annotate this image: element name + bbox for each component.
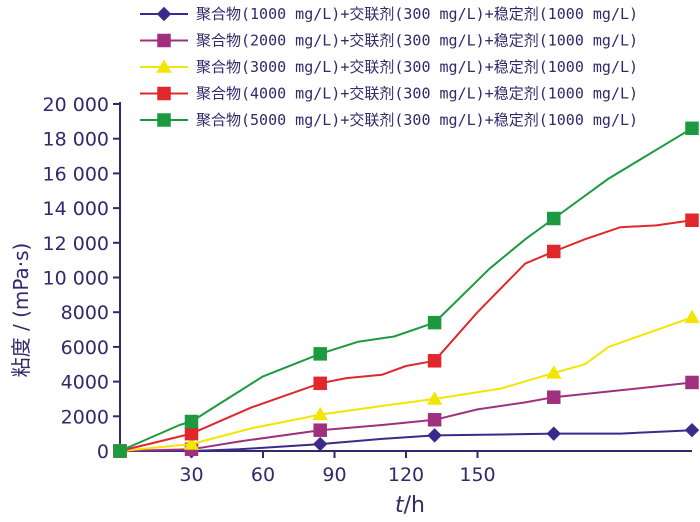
y-tick-label: 8000 xyxy=(61,302,109,324)
legend-label: 聚合物(1000 mg/L)+交联剂(300 mg/L)+稳定剂(1000 mg… xyxy=(196,5,638,23)
data-point xyxy=(156,6,172,22)
x-tick-label: 90 xyxy=(322,464,346,486)
data-point xyxy=(427,428,442,443)
y-tick-label: 10 000 xyxy=(43,268,109,290)
legend-label: 聚合物(4000 mg/L)+交联剂(300 mg/L)+稳定剂(1000 mg… xyxy=(196,85,638,103)
legend-item-4: 聚合物(4000 mg/L)+交联剂(300 mg/L)+稳定剂(1000 mg… xyxy=(140,85,638,103)
series-line xyxy=(120,429,693,452)
x-tick-label: 120 xyxy=(388,464,424,486)
y-tick-label: 18 000 xyxy=(43,129,109,151)
data-point xyxy=(157,113,171,127)
legend-item-5: 聚合物(5000 mg/L)+交联剂(300 mg/L)+稳定剂(1000 mg… xyxy=(140,111,638,129)
data-point xyxy=(313,423,327,437)
legend-item-2: 聚合物(2000 mg/L)+交联剂(300 mg/L)+稳定剂(1000 mg… xyxy=(140,32,638,50)
data-point xyxy=(546,426,561,441)
data-point xyxy=(427,413,442,427)
x-axis-variable: t xyxy=(395,493,405,518)
data-point xyxy=(157,33,171,48)
y-tick-label: 16 000 xyxy=(43,163,109,185)
data-point xyxy=(113,444,127,458)
y-tick-label: 6000 xyxy=(61,337,109,359)
axes: 0 2000 4000 6000 8000 10 000 12 000 14 000 16 00… xyxy=(43,94,692,486)
y-tick-label: 20 000 xyxy=(43,94,109,116)
y-tick-label: 4000 xyxy=(61,372,109,394)
data-point xyxy=(313,436,328,452)
series-layer xyxy=(112,121,700,459)
y-tick-label: 0 xyxy=(97,441,109,463)
data-point xyxy=(313,347,327,361)
data-point xyxy=(546,365,562,379)
data-point xyxy=(685,121,699,136)
x-axis-title: t/h xyxy=(395,493,425,518)
series-line xyxy=(119,316,693,452)
x-axis-unit: /h xyxy=(404,493,425,518)
data-point xyxy=(685,375,699,390)
y-tick-label: 12 000 xyxy=(43,233,109,255)
data-point xyxy=(184,426,199,441)
data-point xyxy=(427,354,442,368)
x-tick-label: 30 xyxy=(179,464,203,486)
series-line xyxy=(119,219,693,452)
series-5 xyxy=(113,121,699,458)
x-tick-label: 150 xyxy=(459,464,495,486)
series-4 xyxy=(113,213,699,458)
data-point xyxy=(312,406,328,421)
y-axis-label: 粘度 / (mPa·s) xyxy=(9,243,33,378)
data-point xyxy=(183,436,200,450)
legend-label: 聚合物(2000 mg/L)+交联剂(300 mg/L)+稳定剂(1000 mg… xyxy=(196,32,638,50)
y-tick-label: 14 000 xyxy=(43,198,109,220)
legend-label: 聚合物(3000 mg/L)+交联剂(300 mg/L)+稳定剂(1000 mg… xyxy=(196,58,638,76)
data-point xyxy=(685,213,699,227)
data-point xyxy=(313,376,327,391)
y-axis-title: 粘度 / (mPa·s) xyxy=(9,243,33,378)
legend: 聚合物(1000 mg/L)+交联剂(300 mg/L)+稳定剂(1000 mg… xyxy=(140,5,638,129)
data-point xyxy=(157,86,171,101)
data-point xyxy=(184,414,199,429)
data-point xyxy=(426,391,443,405)
data-point xyxy=(547,244,561,259)
data-point xyxy=(427,315,442,330)
legend-label: 聚合物(5000 mg/L)+交联剂(300 mg/L)+稳定剂(1000 mg… xyxy=(196,111,638,129)
data-point xyxy=(156,59,172,73)
data-point xyxy=(684,309,700,324)
data-point xyxy=(547,211,561,226)
series-2 xyxy=(113,375,699,458)
y-tick-label: 2000 xyxy=(61,406,109,428)
legend-item-3: 聚合物(3000 mg/L)+交联剂(300 mg/L)+稳定剂(1000 mg… xyxy=(140,58,638,76)
legend-item-1: 聚合物(1000 mg/L)+交联剂(300 mg/L)+稳定剂(1000 mg… xyxy=(140,5,638,23)
data-point xyxy=(684,422,700,438)
data-point xyxy=(547,390,561,404)
x-tick-label: 60 xyxy=(251,464,275,486)
